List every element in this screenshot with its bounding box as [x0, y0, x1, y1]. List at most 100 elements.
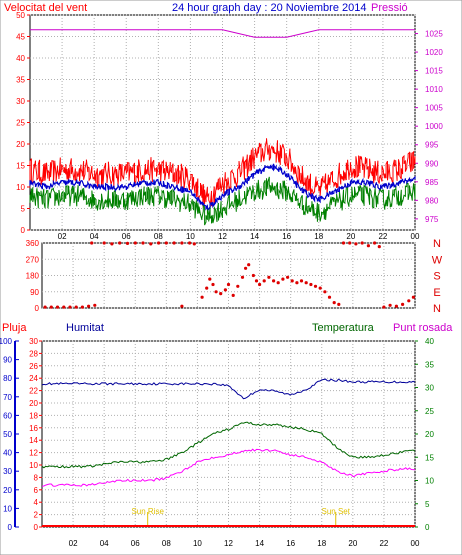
direction-tick-label: 180 — [26, 272, 40, 281]
direction-point — [388, 303, 392, 307]
humidity-line — [41, 378, 416, 400]
wind-tick-label: 45 — [16, 33, 25, 42]
direction-point — [318, 286, 322, 290]
direction-point — [125, 241, 130, 245]
wind-tick-label: 40 — [16, 54, 25, 63]
humidity-legend: Humitat — [66, 322, 104, 334]
direction-point — [172, 241, 176, 245]
temperature-tick-label: 30 — [425, 384, 434, 393]
direction-point — [272, 279, 276, 283]
direction-point — [49, 305, 53, 309]
wind-tick-label: 10 — [16, 183, 25, 192]
humidity-tick-label: 50 — [3, 430, 12, 439]
rain-tick-label: 0 — [34, 523, 39, 532]
direction-point — [164, 241, 168, 245]
temperature-legend: Temperatura — [312, 322, 375, 334]
direction-point — [149, 242, 153, 246]
wind-tick-label: 20 — [16, 140, 25, 149]
humidity-tick-label: 60 — [3, 411, 12, 420]
rain-tick-label: 12 — [29, 449, 38, 458]
wind-tick-label: 5 — [21, 205, 26, 214]
direction-tick-label: 360 — [26, 239, 40, 248]
direction-point — [407, 299, 411, 303]
pressure-tick-label: 980 — [425, 196, 439, 205]
rain-tick-label: 22 — [29, 387, 38, 396]
sun-set-label: Sun Set — [322, 507, 351, 516]
direction-point — [87, 304, 91, 308]
direction-point — [133, 241, 137, 245]
direction-point — [157, 241, 161, 245]
direction-points — [43, 241, 415, 309]
direction-point — [55, 305, 60, 309]
direction-point — [309, 282, 313, 287]
wind-x-tick-label: 14 — [250, 232, 259, 241]
wind-tick-label: 35 — [16, 76, 25, 85]
humidity-tick-label: 30 — [3, 467, 12, 476]
pressure-tick-label: 1020 — [425, 48, 443, 57]
direction-point — [290, 279, 294, 283]
rain-tick-label: 20 — [29, 399, 38, 408]
direction-tick-label: 90 — [30, 288, 39, 297]
humidity-tick-label: 40 — [3, 449, 12, 458]
wind-x-tick-label: 12 — [218, 232, 227, 241]
humidity-tick-label: 0 — [8, 523, 13, 532]
temperature-y-ticks: 0 5 10 15 20 25 30 35 40 — [415, 337, 434, 532]
wind-average-line — [29, 176, 416, 226]
direction-y-ticks: 0 90 180 270 360 — [26, 239, 40, 313]
rain-tick-label: 14 — [29, 436, 38, 445]
direction-point — [180, 304, 184, 308]
direction-point — [262, 279, 266, 283]
climate-x-tick-label: 22 — [379, 539, 388, 548]
rain-tick-label: 10 — [29, 461, 38, 470]
direction-point — [411, 295, 415, 299]
humidity-tick-label: 70 — [3, 393, 12, 402]
pressure-line — [30, 29, 415, 38]
pressure-tick-label: 1005 — [425, 104, 443, 113]
temperature-tick-label: 40 — [425, 337, 434, 346]
direction-grid — [42, 242, 416, 309]
sun-rise-label: Sun Rise — [131, 507, 164, 516]
wind-tick-label: 15 — [16, 162, 25, 171]
direction-point — [401, 302, 405, 306]
direction-point — [341, 241, 346, 245]
wind-y-ticks: 0 5 10 15 20 25 30 35 40 45 50 — [16, 11, 30, 235]
wind-tick-label: 25 — [16, 119, 25, 128]
direction-point — [236, 284, 240, 288]
direction-point — [93, 303, 97, 307]
direction-point — [354, 242, 358, 246]
rain-tick-label: 30 — [29, 337, 38, 346]
compass-label: N — [433, 303, 441, 315]
direction-point — [267, 275, 271, 279]
direction-point — [313, 284, 318, 288]
wind-speed-line — [29, 138, 416, 208]
direction-point — [377, 245, 381, 249]
direction-point — [244, 266, 248, 270]
climate-x-tick-label: 14 — [255, 539, 264, 548]
climate-x-tick-label: 10 — [193, 539, 202, 548]
direction-point — [208, 277, 212, 281]
climate-x-tick-label: 18 — [317, 539, 326, 548]
wind-x-tick-label: 06 — [122, 232, 131, 241]
wind-mean-line — [29, 163, 416, 211]
dew-point-line — [41, 448, 416, 487]
wind-x-tick-label: 22 — [378, 232, 387, 241]
rain-tick-label: 28 — [29, 349, 38, 358]
humidity-tick-label: 10 — [3, 504, 12, 513]
direction-point — [223, 288, 227, 292]
wind-x-tick-label: 04 — [90, 232, 99, 241]
temperature-tick-label: 35 — [425, 360, 434, 369]
dew-point-legend: Punt rosada — [393, 322, 453, 334]
humidity-tick-label: 20 — [3, 486, 12, 495]
compass-label: E — [433, 287, 440, 299]
rain-legend: Pluja — [2, 322, 27, 334]
climate-x-tick-label: 00 — [411, 539, 420, 548]
direction-point — [295, 281, 299, 285]
direction-point — [281, 277, 285, 281]
rain-tick-label: 6 — [34, 486, 39, 495]
direction-point — [226, 282, 231, 287]
pressure-tick-label: 975 — [425, 215, 439, 224]
pressure-tick-label: 1010 — [425, 85, 443, 94]
